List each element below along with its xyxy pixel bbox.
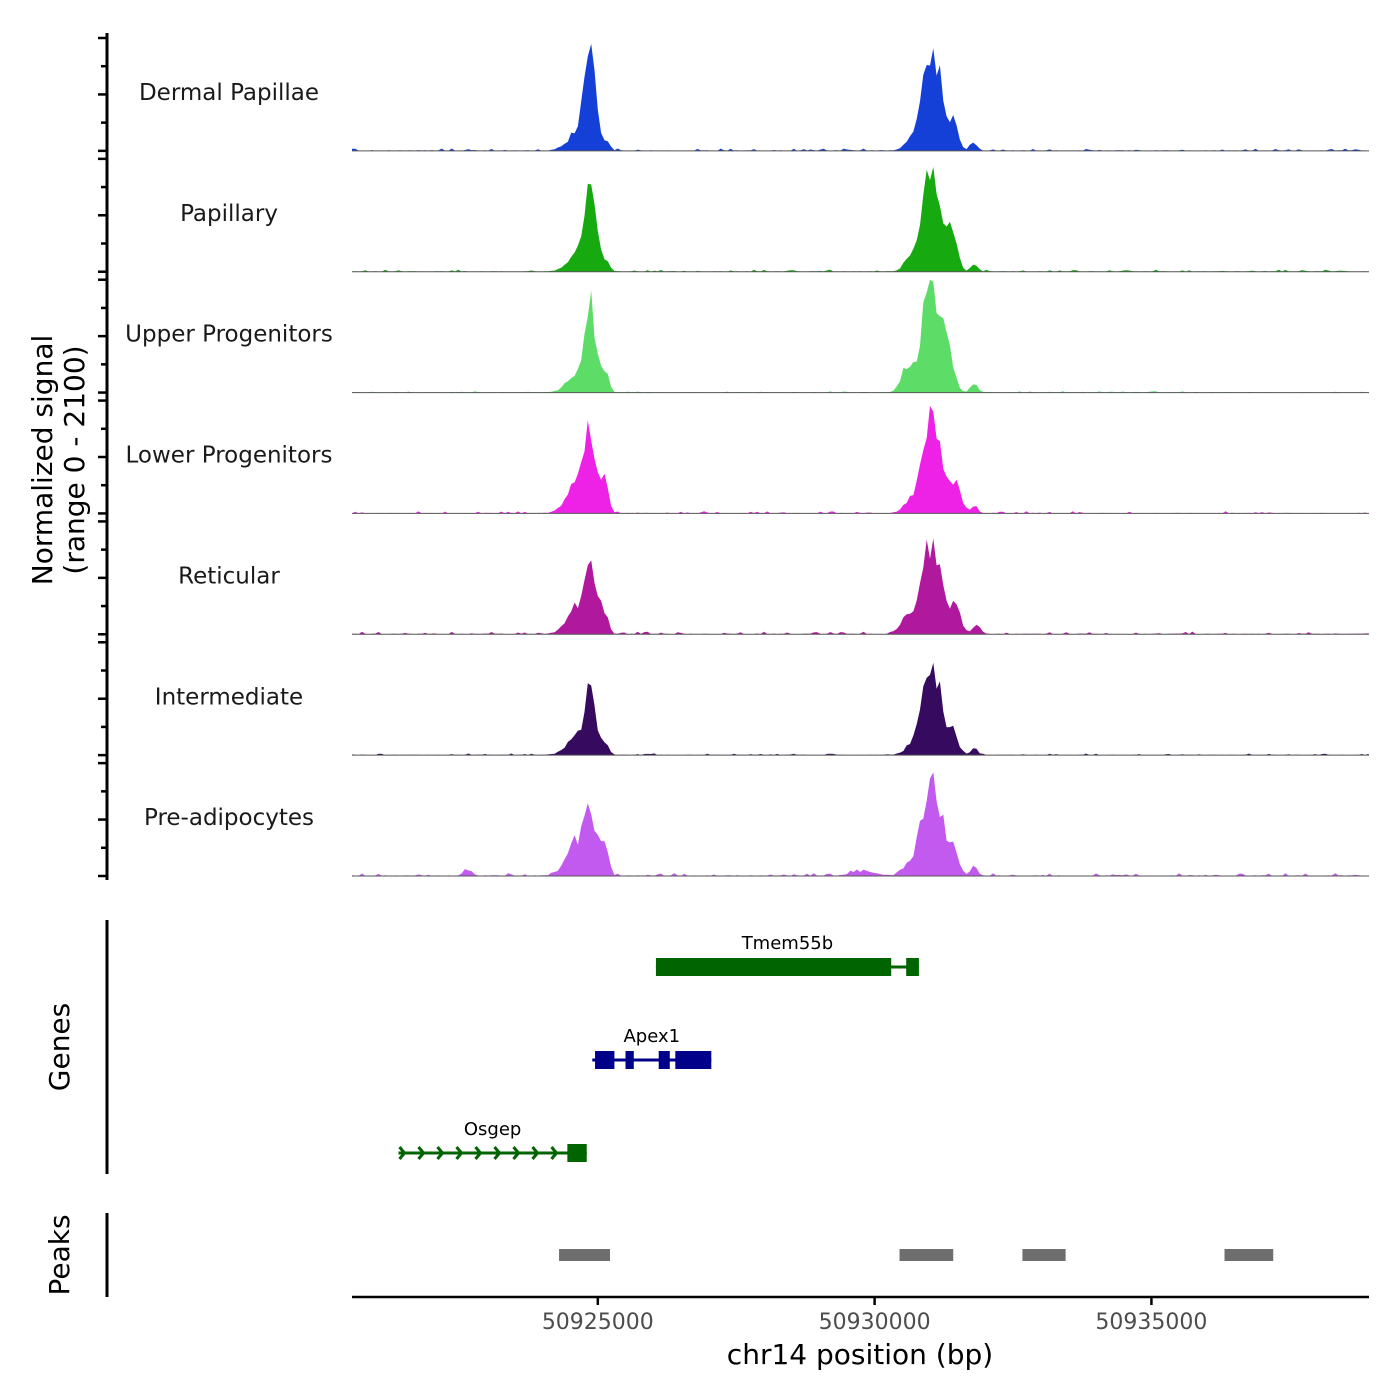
peaks-ylabel: Peaks [43, 1214, 76, 1295]
x-axis: 50925000 50930000 50935000 [542, 1297, 1207, 1335]
track-pre-adipocytes: Pre-adipocytes [144, 772, 1369, 877]
signal-ylabel: Normalized signal [26, 335, 59, 586]
signal-area [352, 662, 1369, 756]
peak-region [899, 1249, 954, 1261]
signal-ylabel-range: (range 0 - 2100) [58, 345, 91, 574]
gene-exon [658, 1051, 670, 1069]
strand-arrow [531, 1146, 540, 1160]
track-label: Upper Progenitors [125, 322, 333, 348]
x-tick-label: 50930000 [819, 1310, 931, 1335]
x-tick-label: 50935000 [1095, 1310, 1207, 1335]
track-label: Papillary [180, 201, 278, 227]
x-tick-label: 50925000 [542, 1310, 654, 1335]
track-papillary: Papillary [180, 166, 1369, 273]
strand-arrow [550, 1146, 559, 1160]
strand-arrow [398, 1146, 407, 1160]
gene-apex1: Apex1 [592, 1026, 712, 1069]
peak-regions [559, 1249, 1274, 1261]
peak-region [1224, 1249, 1274, 1261]
peak-region [559, 1249, 610, 1261]
gene-label: Osgep [464, 1119, 521, 1140]
track-label: Pre-adipocytes [144, 805, 314, 831]
gene-label: Tmem55b [741, 933, 833, 954]
signal-y-axis [98, 33, 109, 880]
gene-exon [595, 1051, 615, 1069]
track-label: Lower Progenitors [126, 443, 333, 469]
genes-ylabel: Genes [43, 1003, 76, 1091]
signal-area [352, 538, 1369, 635]
track-label: Dermal Papillae [139, 80, 319, 106]
signal-area [352, 405, 1369, 514]
track-dermal-papillae: Dermal Papillae [139, 43, 1369, 152]
track-label: Reticular [178, 563, 280, 589]
strand-arrow [474, 1146, 483, 1160]
track-reticular: Reticular [178, 538, 1369, 635]
gene-osgep: Osgep [398, 1119, 587, 1162]
gene-exon [567, 1144, 587, 1162]
strand-arrow [417, 1146, 426, 1160]
gene-exon [625, 1051, 634, 1069]
signal-area [352, 166, 1369, 272]
signal-area [352, 43, 1369, 151]
signal-tracks: Dermal Papillae Papillary Upper Progenitor… [125, 43, 1369, 877]
x-axis-label: chr14 position (bp) [727, 1338, 993, 1371]
track-label: Intermediate [155, 684, 303, 710]
gene-exon [675, 1051, 712, 1069]
gene-exon [906, 958, 919, 976]
track-lower-progenitors: Lower Progenitors [126, 405, 1369, 514]
strand-arrow [512, 1146, 521, 1160]
gene-tmem55b: Tmem55b [655, 933, 919, 976]
signal-area [352, 279, 1369, 393]
gene-label: Apex1 [623, 1026, 680, 1047]
signal-area [352, 772, 1369, 876]
track-upper-progenitors: Upper Progenitors [125, 279, 1369, 394]
gene-exon [655, 958, 892, 976]
strand-arrow [455, 1146, 464, 1160]
track-intermediate: Intermediate [155, 662, 1369, 756]
strand-arrow [493, 1146, 502, 1160]
strand-arrow [436, 1146, 445, 1160]
peak-region [1022, 1249, 1066, 1261]
gene-annotations: Tmem55b Apex1 Osgep [398, 933, 919, 1162]
